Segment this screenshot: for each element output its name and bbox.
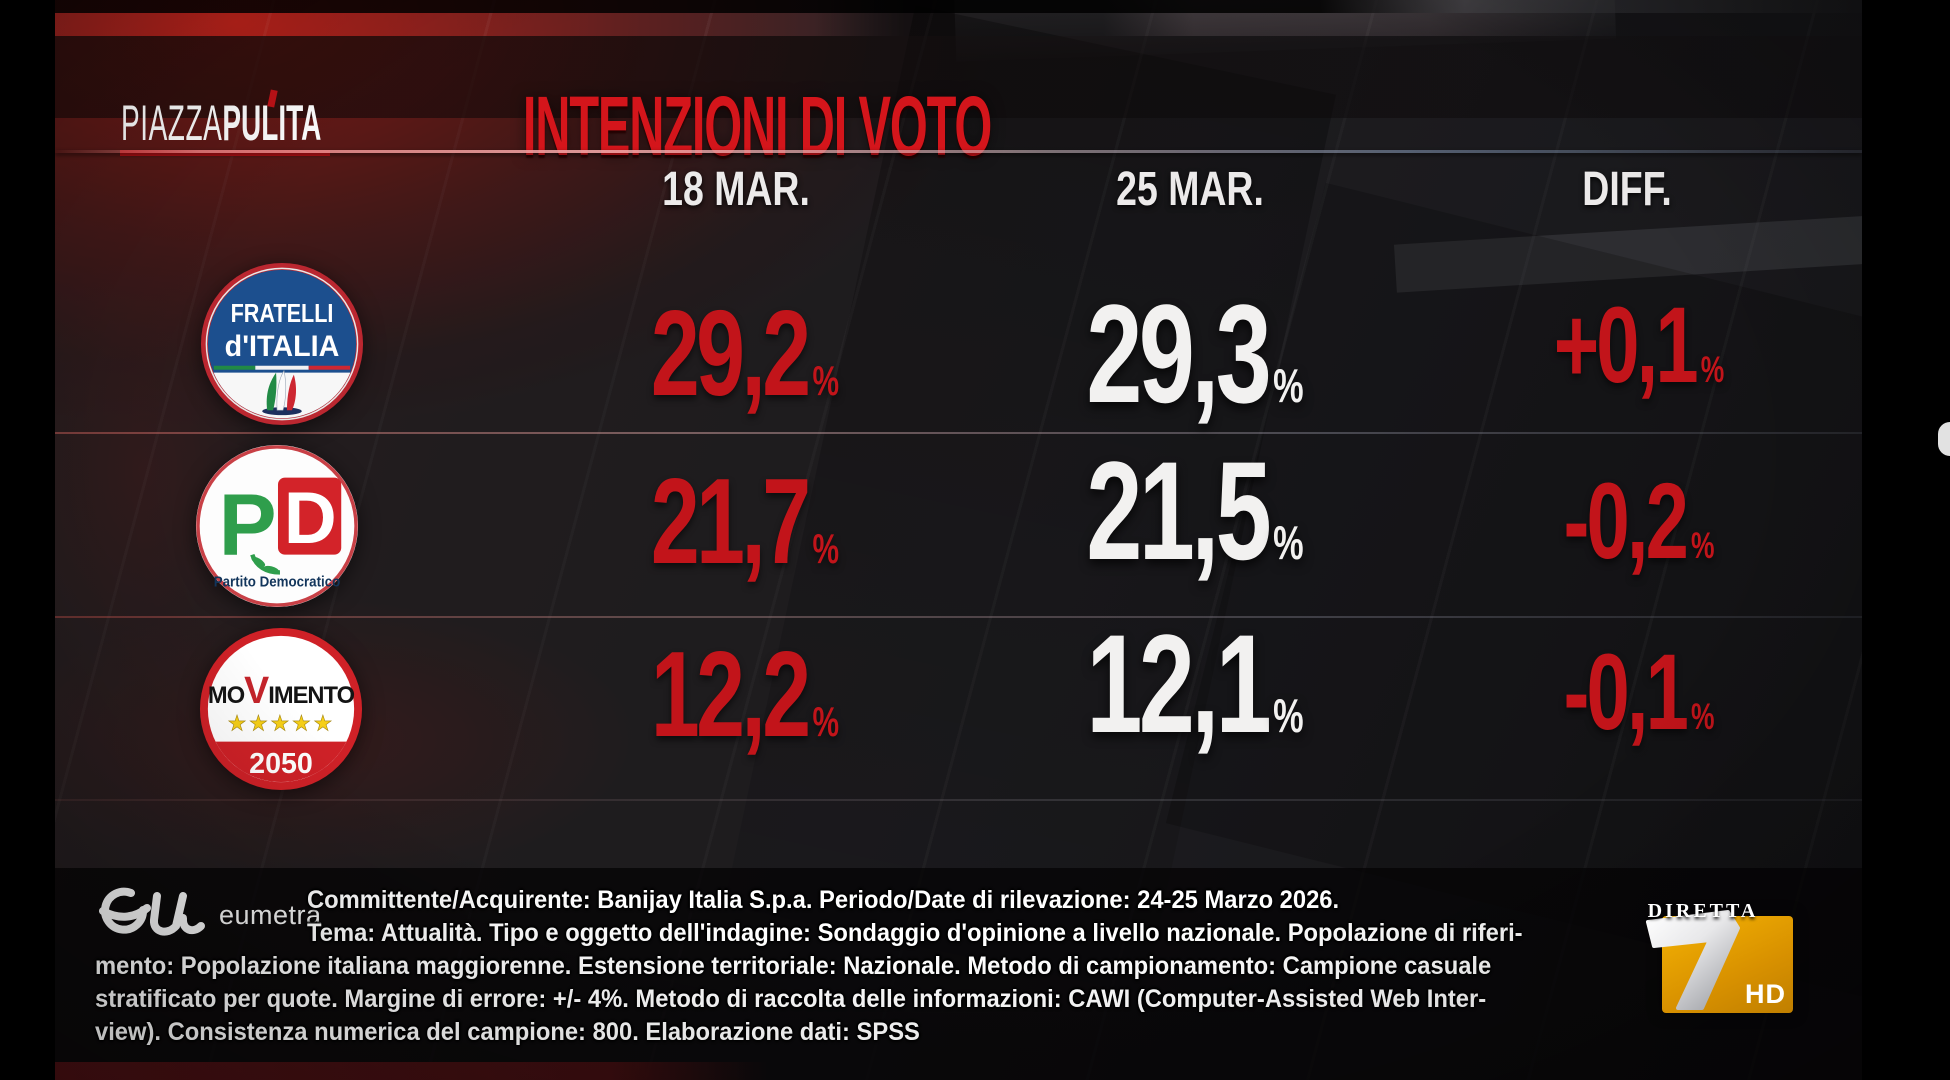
eumetra-eu-icon (99, 887, 205, 936)
percent-sign: % (1691, 696, 1715, 737)
row-divider (55, 799, 1862, 801)
bottom-red-strip (55, 1062, 767, 1080)
methodology-line: mento: Popolazione italiana maggiorenne.… (95, 952, 1492, 980)
m5s-logo-2050: 2050 (249, 748, 313, 780)
screen-top-edge (55, 0, 1862, 13)
value-fdi-diff: +0,1% (1553, 284, 1725, 405)
value-m5s-25mar: 12,1% (1086, 605, 1304, 762)
row-divider (55, 616, 1862, 618)
percent-sign: % (1273, 517, 1304, 570)
tricolor-flame-icon (262, 369, 302, 416)
column-header-25mar: 25 MAR. (1116, 163, 1264, 216)
value-fdi-25mar: 29,3% (1086, 275, 1304, 432)
table-backdrop (55, 118, 1862, 868)
value-m5s-diff: -0,1% (1563, 631, 1715, 752)
percent-sign: % (812, 698, 840, 745)
pd-logo-d: D (284, 478, 337, 559)
show-logo-underline (120, 150, 330, 156)
footer-band (55, 868, 1862, 1080)
header-divider (55, 150, 1862, 153)
la7-channel-logo: HD (1646, 910, 1793, 1013)
value-pd-25mar: 21,5% (1086, 432, 1304, 589)
percent-sign: % (812, 525, 840, 572)
value-pd-18mar: 21,7% (650, 453, 840, 589)
page-title: INTENZIONI DI VOTO (522, 79, 992, 173)
value-fdi-18mar: 29,2% (650, 285, 840, 421)
pd-logo-p: P (219, 477, 277, 574)
percent-sign: % (812, 357, 840, 404)
la7-hd-label: HD (1745, 979, 1786, 1009)
value-pd-diff: -0,2% (1563, 460, 1715, 581)
screen-edge-notch (1938, 422, 1950, 456)
row-divider (55, 432, 1862, 434)
fdi-logo-line2: d'ITALIA (225, 330, 340, 363)
methodology-text: Committente/Acquirente: Banijay Italia S… (95, 884, 1735, 1049)
five-stars-icon: ★★★★★ (227, 711, 334, 736)
pd-logo-subtitle: Partito Democratico (214, 574, 341, 590)
party-logo-fratelli-ditalia: FRATELLI d'ITALIA (200, 262, 364, 426)
methodology-line: Committente/Acquirente: Banijay Italia S… (307, 886, 1340, 914)
olive-sprig-icon (250, 553, 281, 575)
party-logo-partito-democratico: P D Partito Democratico (195, 444, 359, 608)
percent-sign: % (1691, 525, 1715, 566)
show-logo-piazzapulita: PIAZZAPULITA (120, 89, 479, 156)
eumetra-wordmark: eumetra (219, 900, 322, 930)
column-header-18mar: 18 MAR. (662, 163, 810, 216)
party-logo-movimento-5-stelle: MOVIMENTO ★★★★★ 2050 (199, 627, 363, 791)
m5s-logo-wordmark: MOVIMENTO (208, 669, 355, 711)
percent-sign: % (1273, 360, 1304, 413)
broadcast-graphic: PIAZZAPULITA INTENZIONI DI VOTO 18 MAR. … (55, 0, 1862, 1080)
percent-sign: % (1273, 690, 1304, 743)
percent-sign: % (1700, 349, 1725, 390)
column-header-diff: DIFF. (1582, 163, 1672, 216)
show-logo-text: PIAZZAPULITA (121, 94, 321, 152)
diretta-label: DIRETTA (1647, 900, 1759, 922)
methodology-line: view). Consistenza numerica del campione… (95, 1018, 920, 1046)
fdi-logo-line1: FRATELLI (231, 300, 334, 328)
methodology-line: stratificato per quote. Margine di error… (95, 985, 1487, 1013)
title-bar: PIAZZAPULITA INTENZIONI DI VOTO (55, 36, 1862, 173)
methodology-line: Tema: Attualità. Tipo e oggetto dell'ind… (307, 919, 1523, 947)
show-logo-part1: PIAZZA (121, 95, 223, 151)
la7-seven-icon (1646, 910, 1740, 1010)
eumetra-logo: eumetra (91, 884, 321, 953)
value-m5s-18mar: 12,2% (650, 626, 840, 762)
